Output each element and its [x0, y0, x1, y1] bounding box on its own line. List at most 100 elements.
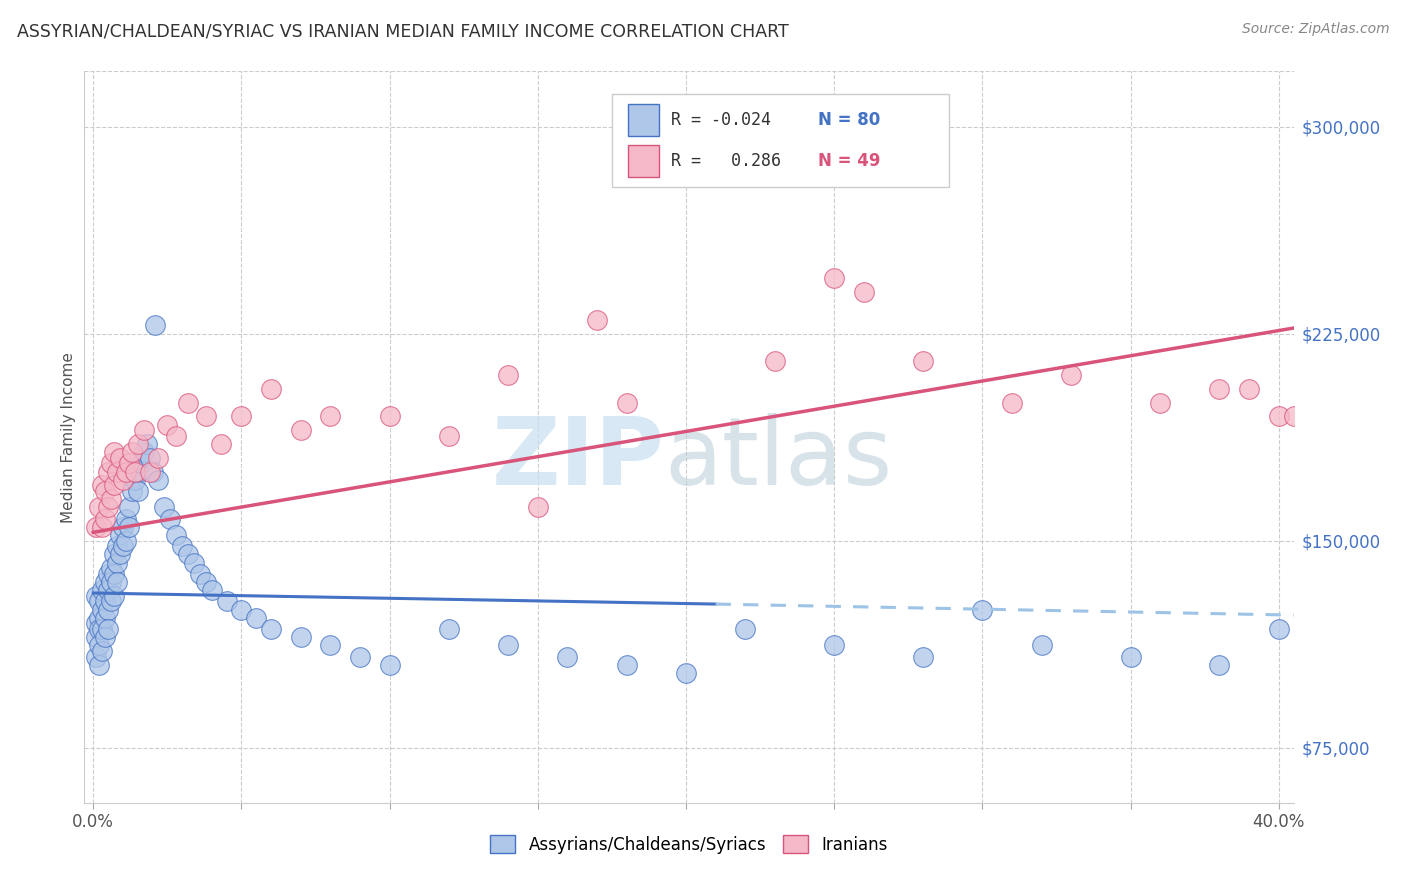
- Point: [145, 318, 167, 333]
- Point: [91, 622, 114, 636]
- Point: [616, 395, 638, 409]
- Point: [91, 644, 114, 658]
- Point: [111, 473, 134, 487]
- Point: [94, 483, 117, 498]
- Point: [100, 594, 122, 608]
- Text: atlas: atlas: [665, 413, 893, 505]
- Point: [108, 548, 131, 562]
- Point: [177, 395, 200, 409]
- Point: [111, 539, 134, 553]
- Point: [260, 622, 283, 636]
- Point: [852, 285, 875, 300]
- Point: [89, 657, 111, 672]
- Point: [89, 500, 111, 515]
- Point: [105, 574, 128, 589]
- Point: [378, 409, 401, 424]
- Point: [84, 630, 107, 644]
- Point: [84, 616, 107, 631]
- Point: [124, 473, 146, 487]
- Point: [127, 465, 149, 479]
- Point: [1149, 395, 1171, 409]
- Point: [1001, 395, 1024, 409]
- Point: [97, 602, 120, 616]
- Point: [105, 465, 128, 479]
- Point: [231, 602, 253, 616]
- Point: [115, 533, 138, 548]
- Point: [1208, 382, 1230, 396]
- Point: [97, 622, 120, 636]
- Point: [91, 478, 114, 492]
- Point: [138, 450, 160, 465]
- Point: [97, 583, 120, 598]
- Point: [91, 583, 114, 598]
- Point: [118, 456, 141, 470]
- Point: [194, 409, 217, 424]
- Text: N = 80: N = 80: [818, 111, 880, 128]
- Point: [124, 465, 146, 479]
- Point: [1327, 630, 1350, 644]
- Point: [89, 639, 111, 653]
- Point: [132, 423, 155, 437]
- Point: [527, 500, 550, 515]
- Point: [231, 409, 253, 424]
- Point: [675, 666, 697, 681]
- Point: [437, 428, 460, 442]
- Point: [148, 450, 170, 465]
- Point: [1060, 368, 1083, 382]
- Point: [201, 583, 224, 598]
- Point: [183, 556, 205, 570]
- Point: [97, 500, 120, 515]
- Y-axis label: Median Family Income: Median Family Income: [60, 351, 76, 523]
- Point: [103, 589, 125, 603]
- Text: R =   0.286: R = 0.286: [671, 153, 780, 170]
- Point: [121, 483, 143, 498]
- Point: [127, 437, 149, 451]
- Point: [94, 611, 117, 625]
- Point: [103, 478, 125, 492]
- Point: [84, 520, 107, 534]
- Point: [94, 511, 117, 525]
- Point: [586, 312, 609, 326]
- Point: [127, 483, 149, 498]
- Point: [349, 649, 371, 664]
- Point: [1208, 657, 1230, 672]
- Point: [105, 556, 128, 570]
- Point: [118, 520, 141, 534]
- Point: [319, 409, 342, 424]
- Point: [437, 622, 460, 636]
- Point: [129, 456, 152, 470]
- Point: [115, 465, 138, 479]
- Point: [734, 622, 756, 636]
- Point: [290, 423, 312, 437]
- Point: [103, 566, 125, 581]
- Point: [912, 354, 935, 368]
- Text: N = 49: N = 49: [818, 153, 880, 170]
- Point: [100, 574, 122, 589]
- Point: [1031, 639, 1053, 653]
- Point: [118, 500, 141, 515]
- Point: [153, 500, 176, 515]
- Point: [89, 594, 111, 608]
- Point: [1119, 649, 1142, 664]
- Point: [94, 630, 117, 644]
- Point: [138, 465, 160, 479]
- Point: [111, 520, 134, 534]
- Point: [105, 539, 128, 553]
- Point: [132, 445, 155, 459]
- Point: [823, 639, 845, 653]
- Point: [91, 520, 114, 534]
- Point: [165, 428, 187, 442]
- Point: [89, 622, 111, 636]
- Point: [496, 639, 519, 653]
- Point: [557, 649, 579, 664]
- Point: [245, 611, 267, 625]
- Point: [108, 450, 131, 465]
- Text: ASSYRIAN/CHALDEAN/SYRIAC VS IRANIAN MEDIAN FAMILY INCOME CORRELATION CHART: ASSYRIAN/CHALDEAN/SYRIAC VS IRANIAN MEDI…: [17, 22, 789, 40]
- Point: [177, 548, 200, 562]
- Point: [260, 382, 283, 396]
- Point: [763, 354, 786, 368]
- Text: Source: ZipAtlas.com: Source: ZipAtlas.com: [1241, 22, 1389, 37]
- Point: [84, 589, 107, 603]
- Point: [209, 437, 232, 451]
- Point: [103, 548, 125, 562]
